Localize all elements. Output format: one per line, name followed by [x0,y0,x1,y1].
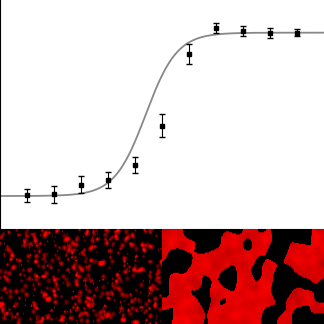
X-axis label: Log [Dopamine] M: Log [Dopamine] M [84,256,240,271]
